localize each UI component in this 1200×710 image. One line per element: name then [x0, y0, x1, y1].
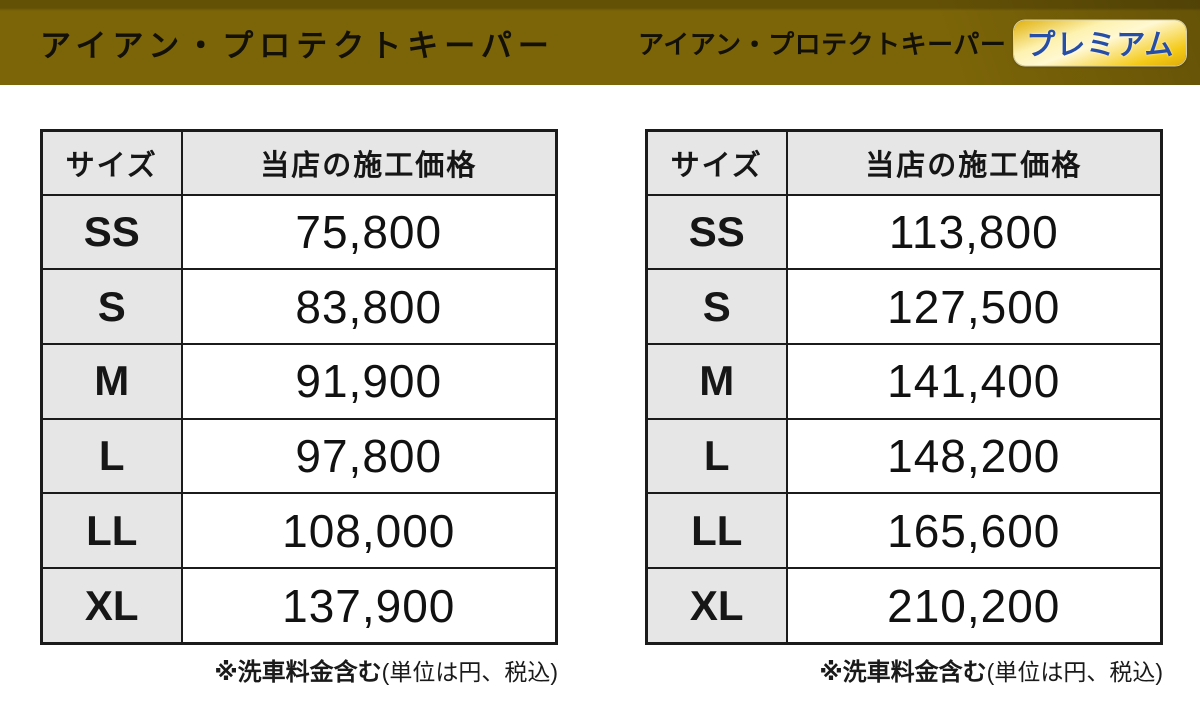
- price-cell: 127,500: [785, 268, 1163, 345]
- table-row: SS 113,800: [645, 193, 1163, 271]
- price-cell: 113,800: [785, 193, 1163, 271]
- size-cell: XL: [645, 567, 788, 645]
- table-header-row: サイズ 当店の施工価格: [645, 129, 1163, 196]
- standard-product-title: アイアン・プロテクトキーパー: [40, 28, 555, 63]
- header-bar: アイアン・プロテクトキーパー アイアン・プロテクトキーパー プレミアム: [0, 0, 1200, 85]
- table-row: SS 75,800: [40, 193, 558, 271]
- premium-price-table: サイズ 当店の施工価格 SS 113,800 S 127,500 M 141,4…: [645, 129, 1163, 645]
- price-cell: 91,900: [180, 342, 558, 420]
- table-row: XL 137,900: [40, 567, 558, 645]
- size-cell: M: [40, 342, 183, 420]
- table-row: S 83,800: [40, 268, 558, 345]
- size-cell: L: [40, 417, 183, 495]
- table-row: L 148,200: [645, 417, 1163, 495]
- size-cell: LL: [645, 492, 788, 570]
- size-cell: LL: [40, 492, 183, 570]
- table-row: M 91,900: [40, 342, 558, 420]
- table-row: L 97,800: [40, 417, 558, 495]
- price-cell: 165,600: [785, 492, 1163, 570]
- table-row: LL 165,600: [645, 492, 1163, 570]
- size-column-header: サイズ: [645, 129, 788, 196]
- price-cell: 108,000: [180, 492, 558, 570]
- content-area: サイズ 当店の施工価格 SS 75,800 S 83,800 M 91,900 …: [0, 85, 1200, 710]
- size-cell: SS: [40, 193, 183, 271]
- price-column-header: 当店の施工価格: [785, 129, 1163, 196]
- footnote-carwash-note: ※洗車料金含む: [214, 659, 382, 686]
- table-row: XL 210,200: [645, 567, 1163, 645]
- size-cell: M: [645, 342, 788, 420]
- price-column-header: 当店の施工価格: [180, 129, 558, 196]
- size-cell: L: [645, 417, 788, 495]
- price-cell: 97,800: [180, 417, 558, 495]
- footnote-unit-note: (単位は円、税込): [986, 659, 1163, 685]
- footnote-carwash-note: ※洗車料金含む: [819, 659, 987, 686]
- premium-product-title: アイアン・プロテクトキーパー: [638, 29, 1007, 59]
- price-cell: 83,800: [180, 268, 558, 345]
- price-cell: 210,200: [785, 567, 1163, 645]
- price-cell: 137,900: [180, 567, 558, 645]
- standard-table-footnote: ※洗車料金含む(単位は円、税込): [40, 652, 558, 687]
- size-column-header: サイズ: [40, 129, 183, 196]
- size-cell: SS: [645, 193, 788, 271]
- premium-table-footnote: ※洗車料金含む(単位は円、税込): [645, 652, 1163, 687]
- table-row: M 141,400: [645, 342, 1163, 420]
- size-cell: S: [645, 268, 788, 345]
- price-cell: 141,400: [785, 342, 1163, 420]
- price-cell: 75,800: [180, 193, 558, 271]
- size-cell: XL: [40, 567, 183, 645]
- table-row: S 127,500: [645, 268, 1163, 345]
- standard-price-table: サイズ 当店の施工価格 SS 75,800 S 83,800 M 91,900 …: [40, 129, 558, 645]
- table-row: LL 108,000: [40, 492, 558, 570]
- premium-badge: プレミアム: [1014, 20, 1187, 65]
- table-header-row: サイズ 当店の施工価格: [40, 129, 558, 196]
- premium-product-heading: アイアン・プロテクトキーパー プレミアム: [638, 20, 1187, 65]
- footnote-unit-note: (単位は円、税込): [381, 659, 558, 685]
- price-cell: 148,200: [785, 417, 1163, 495]
- size-cell: S: [40, 268, 183, 345]
